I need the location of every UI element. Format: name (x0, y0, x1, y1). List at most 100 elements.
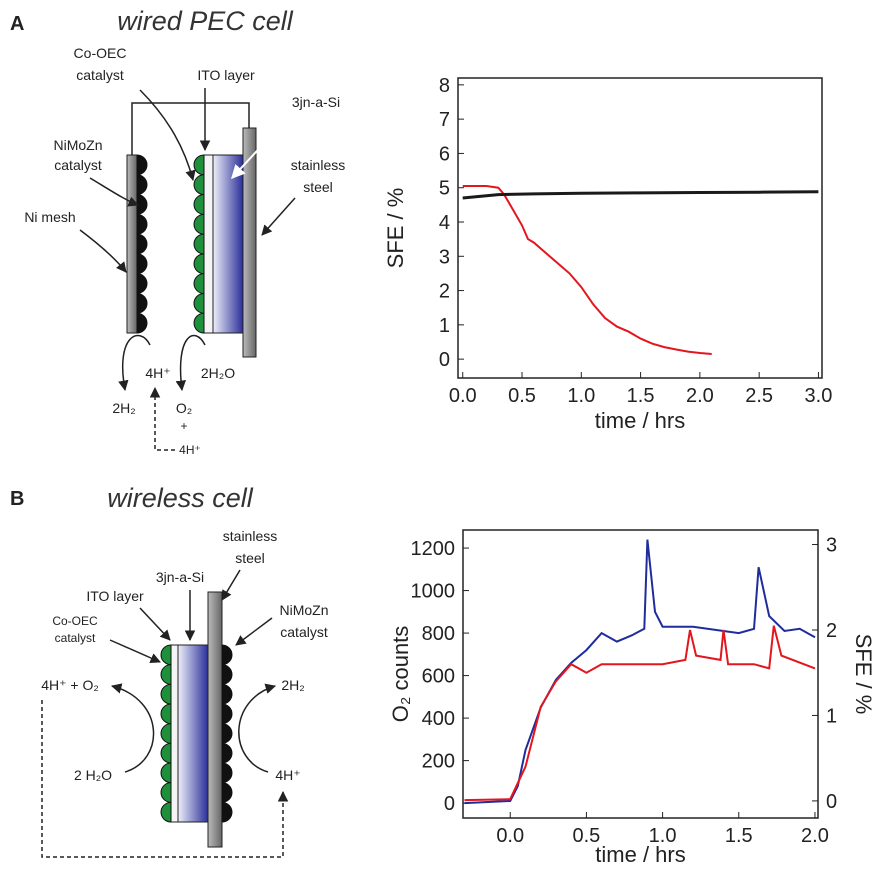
y-tick-label: 600 (422, 666, 455, 688)
label: 4H⁺ (179, 443, 201, 457)
charts: 0.0 0.5 1.0 1.5 2.0 2.5 3.0 0 1 2 3 4 5 6 7 8 time / hrs… (383, 75, 873, 867)
y2-axis-title: SFE / % (851, 634, 873, 715)
bump (221, 664, 233, 685)
label: O₂ (176, 400, 192, 416)
bump (160, 644, 172, 666)
silicon (212, 154, 244, 334)
bump (221, 683, 233, 705)
x-tick-label: 2.5 (745, 385, 773, 407)
label: 3jn-a-Si (292, 94, 340, 110)
label: 3jn-a-Si (156, 569, 204, 585)
x-tick-label: 1.5 (725, 825, 753, 847)
arrow (231, 114, 291, 180)
y-tick-label: 7 (439, 109, 450, 131)
label: 4H⁺ + O₂ (41, 677, 99, 693)
bump (136, 253, 148, 275)
y-tick-label: 2 (439, 281, 450, 303)
label: catalyst (280, 624, 328, 640)
y2-tick-label: 3 (826, 535, 837, 557)
arrow (261, 197, 296, 236)
bump (193, 174, 205, 196)
label: 2 H₂O (74, 767, 112, 783)
arrow (238, 683, 277, 773)
bump (221, 644, 233, 666)
plot-frame (457, 77, 823, 379)
y-tick-label: 1200 (411, 538, 456, 560)
bump (136, 213, 148, 235)
label: steel (235, 550, 265, 566)
bump (136, 273, 148, 294)
ni-mesh (126, 154, 138, 334)
label: ITO layer (197, 67, 255, 83)
y-tick-label: 1000 (411, 581, 456, 603)
label: 2H₂O (201, 365, 235, 381)
y2-tick-label: 0 (826, 791, 837, 813)
x-axis-title: time / hrs (595, 842, 685, 867)
arrow (221, 569, 241, 601)
label: NiMoZn (279, 602, 328, 618)
label: Co-OEC (74, 45, 127, 61)
dashed-arrow (149, 386, 175, 451)
bump (193, 253, 205, 275)
label: 2H₂ (112, 400, 135, 416)
panel-title: wired PEC cell (117, 6, 294, 36)
bump (193, 312, 205, 334)
bump (193, 292, 205, 314)
bump (160, 664, 172, 685)
bump (160, 782, 172, 803)
bump (136, 312, 148, 334)
bump (221, 762, 233, 784)
y-tick-label: 3 (439, 246, 450, 268)
y-tick-label: 6 (439, 143, 450, 165)
bump (160, 703, 172, 725)
y-axis-title: O₂ counts (388, 626, 413, 723)
x-tick-label: 2.0 (801, 825, 829, 847)
label: Co-OEC (52, 614, 98, 628)
x-tick-label: 0.5 (573, 825, 601, 847)
diagram-a: A wired PEC cell Co-OEC catalyst ITO lay… (10, 6, 345, 457)
label: catalyst (55, 631, 96, 645)
bump (160, 801, 172, 823)
bump (221, 723, 233, 744)
x-tick-label: 1.0 (567, 385, 595, 407)
ito-layer (170, 644, 179, 823)
x-tick-label: 1.0 (649, 825, 677, 847)
y-tick-label: 4 (439, 212, 450, 234)
label: stainless (291, 157, 345, 173)
arrow (79, 229, 127, 273)
x-tick-label: 1.5 (627, 385, 655, 407)
dashed-arrow (41, 700, 289, 858)
series-line (464, 539, 816, 805)
bump (193, 213, 205, 235)
arrow (139, 89, 196, 182)
y-tick-label: 400 (422, 708, 455, 730)
y-tick-label: 5 (439, 178, 450, 200)
label: ITO layer (86, 588, 144, 604)
x-axis-title: time / hrs (595, 408, 685, 433)
arrow (110, 683, 155, 773)
y2-tick-label: 1 (826, 705, 837, 727)
bump (221, 742, 233, 764)
bump (136, 174, 148, 196)
bump (160, 742, 172, 764)
label: catalyst (54, 157, 102, 173)
arrow (139, 607, 171, 641)
series-line (464, 625, 816, 802)
label: 4H⁺ (145, 365, 170, 381)
bump (160, 762, 172, 784)
x-tick-label: 0.5 (508, 385, 536, 407)
plot-frame (462, 529, 819, 819)
label: NiMoZn (53, 137, 102, 153)
x-tick-label: 3.0 (805, 385, 833, 407)
bump (136, 154, 148, 176)
label: 4H⁺ (275, 767, 300, 783)
x-tick-label: 0.0 (449, 385, 477, 407)
bump (160, 683, 172, 705)
ito-layer (203, 154, 214, 334)
bump (221, 782, 233, 803)
label: steel (303, 179, 333, 195)
silicon (177, 644, 209, 823)
y-tick-label: 0 (444, 793, 455, 815)
y-tick-label: 0 (439, 349, 450, 371)
